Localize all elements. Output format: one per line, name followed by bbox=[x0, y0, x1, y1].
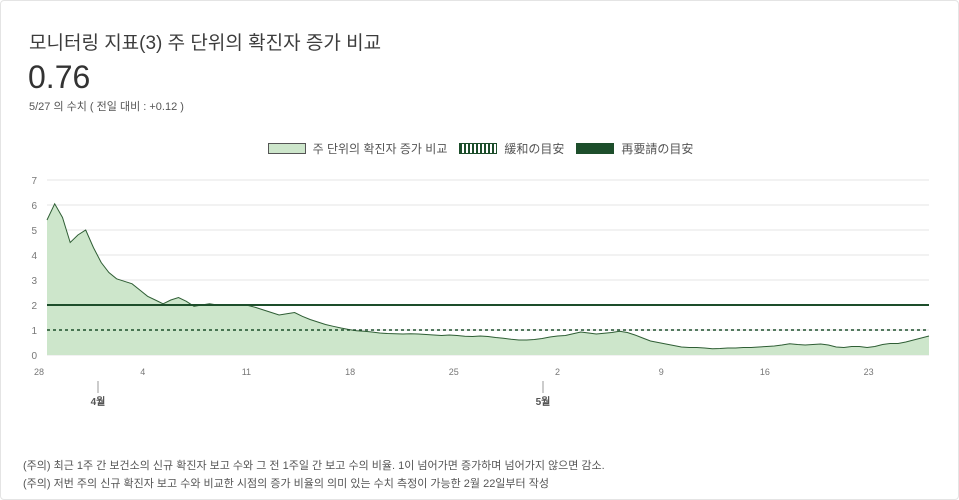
month-label: 4월 bbox=[91, 396, 106, 408]
legend-label-rerequest: 再要請の目安 bbox=[621, 142, 694, 156]
y-tick-label: 4 bbox=[31, 251, 37, 262]
y-tick-label: 7 bbox=[31, 176, 37, 187]
y-tick-label: 0 bbox=[31, 351, 37, 362]
chart-title: 모니터링 지표(3) 주 단위의 확진자 증가 비교 bbox=[29, 33, 382, 54]
x-tick-label: 16 bbox=[760, 367, 770, 377]
legend-item-relax[interactable]: 緩和の目安 bbox=[459, 140, 564, 157]
x-tick-label: 2 bbox=[555, 367, 560, 377]
x-tick-label: 25 bbox=[449, 367, 459, 377]
x-tick-label: 28 bbox=[34, 367, 44, 377]
current-value: 0.76 bbox=[28, 59, 91, 95]
x-tick-label: 18 bbox=[345, 367, 355, 377]
month-label: 5월 bbox=[536, 396, 551, 408]
footnote-2: (주의) 저번 주의 신규 확진자 보고 수와 비교한 시점의 증가 비율의 의… bbox=[23, 478, 549, 490]
footnote-1: (주의) 최근 1주 간 보건소의 신규 확진자 보고 수와 그 전 1주일 간… bbox=[23, 460, 605, 472]
legend-item-rerequest[interactable]: 再要請の目安 bbox=[576, 140, 693, 157]
series-area bbox=[47, 203, 929, 355]
legend: 주 단위의 확진자 증가 비교 緩和の目安 再要請の目安 bbox=[1, 140, 959, 157]
x-tick-label: 9 bbox=[659, 367, 664, 377]
legend-swatch-solid bbox=[576, 143, 615, 154]
y-tick-label: 2 bbox=[31, 301, 37, 312]
y-tick-label: 5 bbox=[31, 226, 37, 237]
value-subtitle: 5/27 의 수치 ( 전일 대비 : +0.12 ) bbox=[29, 101, 184, 113]
legend-label-relax: 緩和の目安 bbox=[504, 142, 565, 156]
legend-label-series: 주 단위의 확진자 증가 비교 bbox=[312, 142, 448, 156]
series-line bbox=[46, 202, 930, 350]
y-tick-label: 3 bbox=[31, 276, 37, 287]
legend-swatch-area bbox=[267, 143, 306, 154]
legend-swatch-dashed bbox=[459, 143, 498, 154]
x-tick-label: 11 bbox=[242, 367, 251, 377]
x-tick-label: 4 bbox=[140, 367, 145, 377]
y-tick-label: 6 bbox=[31, 201, 37, 212]
x-tick-label: 23 bbox=[864, 367, 874, 377]
legend-item-series[interactable]: 주 단위의 확진자 증가 비교 bbox=[267, 140, 448, 157]
y-tick-label: 1 bbox=[31, 326, 37, 337]
